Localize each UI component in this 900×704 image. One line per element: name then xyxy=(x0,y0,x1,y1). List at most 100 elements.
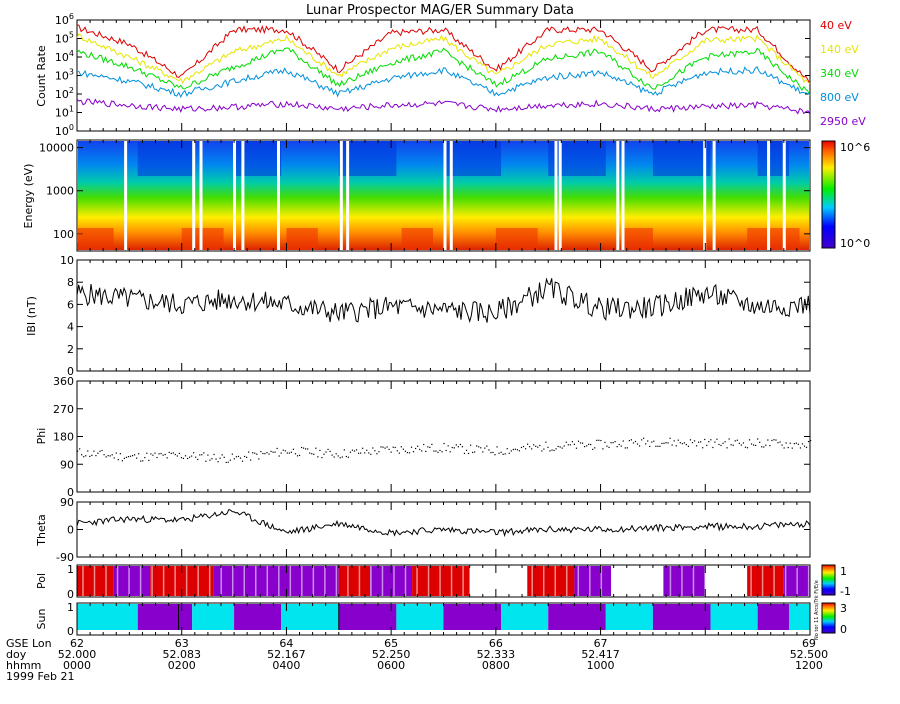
polarity-stripe xyxy=(542,566,545,596)
phi-point xyxy=(789,442,791,444)
polarity-stripe xyxy=(220,566,222,596)
phi-point xyxy=(744,446,747,448)
polarity-stripe xyxy=(612,566,614,596)
phi-point xyxy=(319,449,321,452)
polarity-stripe xyxy=(773,566,775,596)
phi-point xyxy=(604,441,606,444)
polarity-stripe xyxy=(370,566,372,596)
polarity-stripe xyxy=(358,566,361,596)
phi-point xyxy=(260,450,262,453)
spectrogram-ytick-label: 10000 xyxy=(39,142,74,155)
spectrogram-red-band xyxy=(77,228,114,250)
phi-point xyxy=(331,454,333,456)
spectrogram-red-band xyxy=(621,228,653,250)
count-rate-series-line xyxy=(76,24,811,85)
phi-point xyxy=(600,439,602,442)
theta-ytick-label: -90 xyxy=(56,551,74,564)
phi-point xyxy=(390,451,392,453)
phi-point xyxy=(288,452,290,454)
phi-point xyxy=(368,452,370,454)
phi-point xyxy=(305,448,307,450)
x-tick-label-hhmm: 0000 xyxy=(63,659,91,672)
polarity-stripe xyxy=(450,566,453,596)
phi-point xyxy=(535,445,537,447)
phi-point xyxy=(486,445,488,447)
phi-point xyxy=(321,456,323,459)
sun-colorbar-max: 3 xyxy=(840,602,847,615)
phi-point xyxy=(695,445,698,447)
phi-point xyxy=(785,442,787,444)
x-tick-label-hhmm: 0800 xyxy=(482,659,510,672)
phi-point xyxy=(296,455,299,457)
phi-point xyxy=(217,461,219,463)
polarity-stripe xyxy=(635,566,637,596)
phi-point xyxy=(779,441,781,443)
phi-point xyxy=(565,441,567,443)
phi-point xyxy=(620,445,622,447)
polarity-stripe xyxy=(185,566,188,596)
field-ytick-label: 4 xyxy=(67,321,74,334)
phi-point xyxy=(579,442,582,444)
phi-point xyxy=(195,456,197,458)
phi-point xyxy=(577,440,580,442)
phi-point xyxy=(197,458,199,461)
phi-point xyxy=(748,439,751,441)
phi-point xyxy=(641,439,643,441)
phi-point xyxy=(160,452,162,455)
phi-point xyxy=(653,440,655,442)
phi-point xyxy=(162,454,164,456)
phi-point xyxy=(93,450,95,452)
polarity-colorbar xyxy=(821,564,836,596)
phi-point xyxy=(807,440,810,443)
phi-point xyxy=(388,448,390,451)
phi-point xyxy=(736,439,738,441)
phi-point xyxy=(687,445,690,447)
phi-point xyxy=(502,453,504,455)
phi-point xyxy=(384,447,386,449)
phi-point xyxy=(252,452,254,454)
phi-point xyxy=(205,460,207,462)
phi-point xyxy=(752,444,755,446)
phi-point xyxy=(506,448,508,450)
count-rate-ytick-label: 101 xyxy=(55,105,74,120)
phi-point xyxy=(221,454,223,456)
x-tick-label-doy: 52.333 xyxy=(477,648,516,661)
phi-point xyxy=(728,438,730,440)
count-rate-ytick-label: 105 xyxy=(55,31,74,46)
phi-point xyxy=(123,457,126,459)
count-rate-legend-2: 340 eV xyxy=(820,67,859,80)
phi-point xyxy=(119,453,121,455)
phi-point xyxy=(496,446,498,448)
polarity-stripe xyxy=(681,566,683,596)
x-tick-label-lon: 62 xyxy=(70,637,84,650)
phi-point xyxy=(492,451,494,454)
phi-point xyxy=(482,451,484,453)
phi-point xyxy=(734,440,736,442)
spectrogram-gap xyxy=(339,141,343,250)
phi-point xyxy=(433,450,435,452)
phi-point xyxy=(634,440,637,443)
phi-point xyxy=(547,446,549,448)
phi-point xyxy=(453,447,455,449)
phi-point xyxy=(325,451,327,453)
polarity-segment xyxy=(213,566,339,596)
polarity-stripe xyxy=(162,566,165,596)
phi-point xyxy=(258,458,260,460)
polarity-stripe xyxy=(669,566,672,596)
polarity-stripe xyxy=(197,566,199,596)
phi-point xyxy=(549,450,551,452)
phi-point xyxy=(661,442,663,445)
phi-frame xyxy=(76,380,811,493)
phi-point xyxy=(278,455,280,457)
field-ytick-label: 0 xyxy=(67,365,74,378)
phi-point xyxy=(107,455,109,457)
sun-colorbar-min: 0 xyxy=(840,623,847,636)
spectrogram-gap xyxy=(558,141,562,250)
phi-point xyxy=(317,456,319,458)
phi-point xyxy=(681,443,683,445)
phi-point xyxy=(643,437,645,439)
x-tick-label-lon: 67 xyxy=(594,637,608,650)
spectrogram-gap xyxy=(712,141,716,250)
phi-point xyxy=(622,440,624,442)
phi-point xyxy=(524,448,527,450)
